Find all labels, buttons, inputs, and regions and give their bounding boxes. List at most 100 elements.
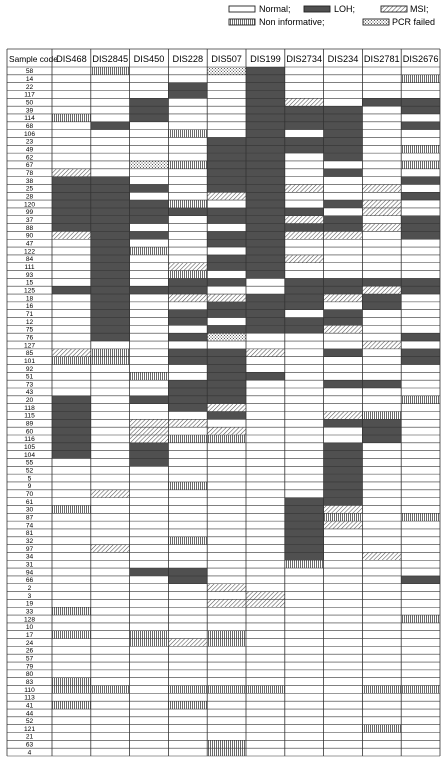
cell-normal <box>168 748 208 756</box>
cell-normal <box>284 481 324 490</box>
cell-normal <box>401 442 440 451</box>
cell-normal <box>323 239 363 248</box>
cell-loh <box>168 309 208 318</box>
cell-loh <box>168 356 208 365</box>
row-label: 60 <box>26 428 34 435</box>
cell-normal <box>284 662 324 670</box>
cell-normal <box>168 646 208 655</box>
cell-normal <box>52 74 91 83</box>
cell-normal <box>246 278 285 287</box>
cell-loh <box>284 294 324 302</box>
cell-normal <box>401 701 440 710</box>
cell-loh <box>246 98 285 107</box>
row-label: 16 <box>26 303 34 310</box>
cell-normal <box>52 521 91 529</box>
cell-loh <box>284 223 324 232</box>
cell-normal <box>207 552 246 561</box>
cell-normal <box>52 270 91 279</box>
cell-loh <box>246 325 285 334</box>
cell-normal <box>323 677 363 686</box>
cell-loh <box>168 403 208 412</box>
cell-non-informative <box>129 630 169 639</box>
legend-swatch-loh <box>303 5 331 13</box>
cell-normal <box>52 90 91 99</box>
cell-normal <box>246 466 285 475</box>
cell-normal <box>129 716 169 725</box>
cell-normal <box>90 583 130 592</box>
cell-loh <box>284 137 324 146</box>
cell-normal <box>168 411 208 420</box>
cell-normal <box>284 434 324 443</box>
cell-normal <box>168 239 208 248</box>
cell-normal <box>90 669 130 678</box>
row-label: 58 <box>26 68 34 75</box>
cell-normal <box>284 395 324 404</box>
cell-normal <box>323 356 363 365</box>
cell-loh <box>246 184 285 193</box>
cell-normal <box>284 388 324 396</box>
cell-loh <box>129 231 169 240</box>
cell-normal <box>52 262 91 271</box>
cell-loh <box>90 270 130 279</box>
cell-loh <box>323 309 363 318</box>
cell-normal <box>52 709 91 717</box>
cell-loh <box>207 356 246 365</box>
cell-non-informative <box>207 434 246 443</box>
cell-normal <box>284 129 324 138</box>
row-label: 50 <box>26 100 34 107</box>
cell-loh <box>323 137 363 146</box>
cell-normal <box>129 709 169 717</box>
cell-normal <box>323 591 363 600</box>
cell-normal <box>401 262 440 271</box>
cell-msi <box>284 215 324 224</box>
row-label: 30 <box>26 507 34 514</box>
cell-loh <box>90 192 130 201</box>
cell-loh <box>90 200 130 208</box>
cell-normal <box>90 419 130 428</box>
row-label: 24 <box>26 640 34 647</box>
cell-normal <box>362 192 402 201</box>
cell-normal <box>90 372 130 381</box>
row-label: 90 <box>26 233 34 240</box>
cell-normal <box>401 411 440 420</box>
cell-normal <box>246 654 285 663</box>
cell-normal <box>52 622 91 631</box>
cell-normal <box>90 599 130 608</box>
cell-normal <box>90 716 130 725</box>
cell-normal <box>168 231 208 240</box>
cell-normal <box>52 129 91 138</box>
cell-normal <box>323 207 363 216</box>
cell-normal <box>168 341 208 349</box>
cell-normal <box>207 669 246 678</box>
cell-normal <box>284 693 324 702</box>
cell-normal <box>401 137 440 146</box>
cell-normal <box>246 740 285 749</box>
row-label: 111 <box>24 264 34 271</box>
cell-loh <box>323 348 363 357</box>
cell-loh <box>401 121 440 130</box>
cell-normal <box>129 583 169 592</box>
row-label: 22 <box>26 84 34 91</box>
cell-normal <box>401 325 440 334</box>
row-label: 23 <box>26 139 34 146</box>
cell-normal <box>284 701 324 710</box>
cell-normal <box>362 348 402 357</box>
column-header-dis228: DIS228 <box>172 54 203 64</box>
cell-normal <box>168 599 208 608</box>
cell-loh <box>401 231 440 240</box>
cell-normal <box>52 121 91 130</box>
cell-normal <box>52 380 91 389</box>
cell-normal <box>246 364 285 373</box>
cell-normal <box>90 552 130 561</box>
cell-normal <box>52 333 91 342</box>
cell-normal <box>90 654 130 663</box>
cell-normal <box>168 466 208 475</box>
cell-loh <box>52 207 91 216</box>
cell-normal <box>168 615 208 623</box>
row-label: 63 <box>26 742 34 749</box>
cell-non-informative <box>401 395 440 404</box>
cell-non-informative <box>207 685 246 694</box>
cell-normal <box>401 591 440 600</box>
cell-normal <box>168 325 208 334</box>
cell-loh <box>323 129 363 138</box>
